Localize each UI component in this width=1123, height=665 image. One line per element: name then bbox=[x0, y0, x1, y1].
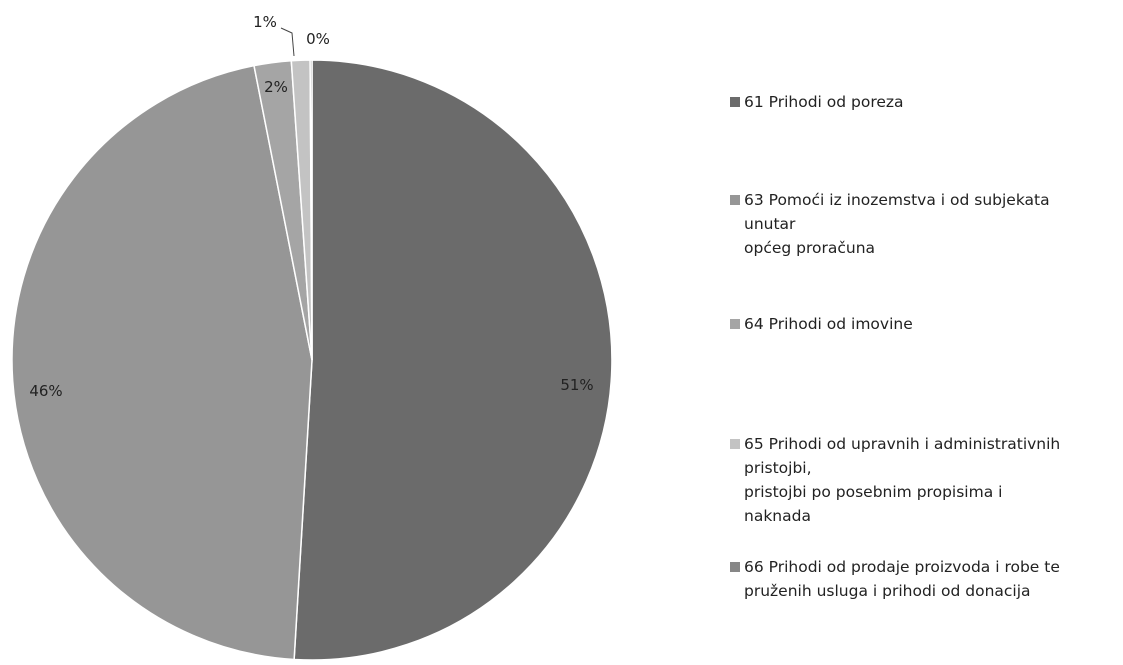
legend-label: 63 Pomoći iz inozemstva i od subjekata u… bbox=[744, 191, 1050, 257]
legend-item-2: 63 Pomoći iz inozemstva i od subjekata u… bbox=[730, 188, 1050, 260]
legend-swatch bbox=[730, 562, 740, 572]
legend-item-5: 66 Prihodi od prodaje proizvoda i robe t… bbox=[730, 555, 1060, 603]
legend-label: 66 Prihodi od prodaje proizvoda i robe t… bbox=[744, 558, 1060, 600]
data-label-2: 46% bbox=[29, 382, 62, 400]
legend-item-4: 65 Prihodi od upravnih i administrativni… bbox=[730, 432, 1060, 528]
legend-label: 64 Prihodi od imovine bbox=[744, 315, 913, 333]
legend-swatch bbox=[730, 195, 740, 205]
legend-swatch bbox=[730, 439, 740, 449]
legend-swatch bbox=[730, 97, 740, 107]
legend-item-3: 64 Prihodi od imovine bbox=[730, 312, 913, 336]
data-label-5: 0% bbox=[306, 30, 330, 48]
data-label-1: 51% bbox=[560, 376, 593, 394]
legend-swatch bbox=[730, 319, 740, 329]
leader-line-4 bbox=[280, 27, 295, 57]
data-label-3: 2% bbox=[264, 78, 288, 96]
legend-label: 65 Prihodi od upravnih i administrativni… bbox=[744, 435, 1061, 525]
data-label-4: 1% bbox=[253, 13, 277, 31]
pie-slice-5 bbox=[309, 59, 313, 361]
pie-slice-2 bbox=[11, 64, 313, 661]
legend-label: 61 Prihodi od poreza bbox=[744, 93, 904, 111]
legend-item-1: 61 Prihodi od poreza bbox=[730, 90, 904, 114]
pie-slice-1 bbox=[293, 59, 613, 661]
